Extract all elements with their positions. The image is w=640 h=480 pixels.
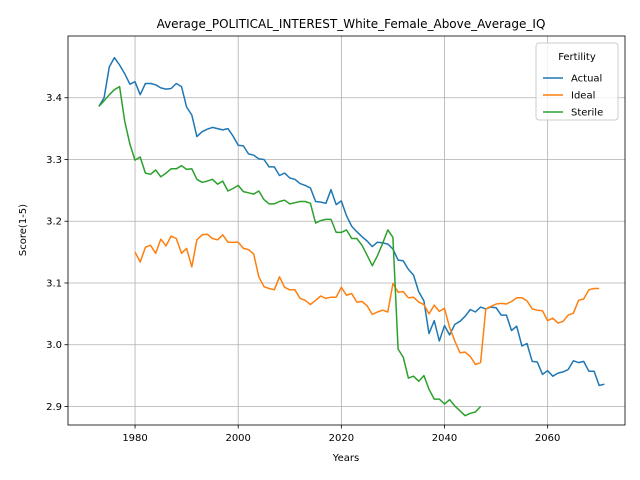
legend-items: Actual Ideal Sterile <box>543 74 603 119</box>
legend-box <box>535 42 619 121</box>
grid <box>68 36 625 425</box>
x-tick-label: 1980 <box>122 433 147 444</box>
y-tick-label: 3.4 <box>46 93 62 104</box>
legend-label-sterile: Sterile <box>571 108 603 119</box>
series-lines <box>98 56 605 417</box>
y-tick-label: 3.1 <box>46 278 62 289</box>
x-tick-label: 2020 <box>329 433 354 444</box>
legend-label-ideal: Ideal <box>571 91 595 102</box>
legend-label-actual: Actual <box>571 74 602 85</box>
y-tick-label: 3.0 <box>46 340 62 351</box>
x-tick-label: 2060 <box>535 433 560 444</box>
series-line-ideal <box>134 233 600 366</box>
chart-title: Average_POLITICAL_INTEREST_White_Female_… <box>157 17 546 31</box>
y-axis-label: Score(1-5) <box>18 204 29 256</box>
series-line-actual <box>98 56 605 387</box>
y-tick-label: 3.3 <box>46 155 62 166</box>
legend-title: Fertility <box>558 52 596 63</box>
series-line-sterile <box>98 85 482 417</box>
x-axis-label: Years <box>332 453 359 464</box>
x-tick-label: 2000 <box>225 433 250 444</box>
x-tick-label: 2040 <box>432 433 457 444</box>
y-tick-label: 3.2 <box>46 217 62 228</box>
axis-ticks: 1980 2000 2020 2040 2060 2.9 3.0 3.1 3.2 3.3 3.4 <box>46 93 560 444</box>
y-tick-label: 2.9 <box>46 402 62 413</box>
plot-frame <box>67 35 626 426</box>
legend: Fertility Actual Ideal Sterile <box>535 42 619 121</box>
